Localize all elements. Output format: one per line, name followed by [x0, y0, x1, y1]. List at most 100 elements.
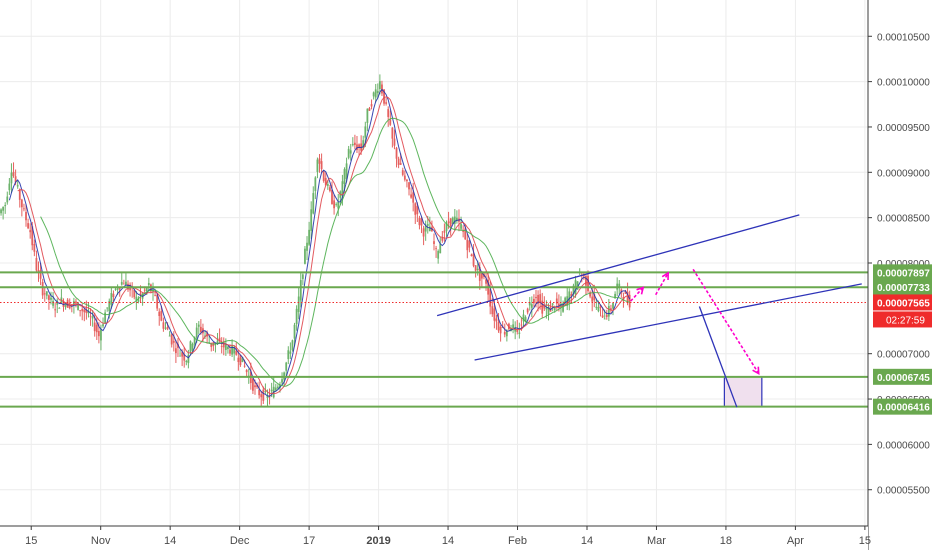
- candle-body: [474, 265, 477, 271]
- candle-body: [547, 306, 550, 315]
- candle-body: [193, 337, 196, 345]
- candle-body: [304, 248, 306, 264]
- level-price-tag-bg: [873, 398, 932, 415]
- candle-body: [289, 351, 292, 354]
- time-axis-panel[interactable]: [0, 526, 868, 550]
- candle-body: [174, 348, 177, 354]
- candle-body: [254, 385, 256, 388]
- last-price-tag-label: 0.00007565: [877, 298, 930, 309]
- candle-body: [537, 294, 539, 304]
- projection-arrow[interactable]: [692, 268, 760, 376]
- candle-body: [27, 223, 30, 229]
- candle-body: [274, 387, 277, 391]
- candle-body: [37, 270, 40, 273]
- candle-body: [403, 175, 406, 180]
- drawing-layer[interactable]: [436, 214, 862, 408]
- level-price-tag-label: 0.00007897: [877, 268, 930, 279]
- candle-body: [597, 307, 600, 312]
- candle-body: [316, 159, 319, 172]
- candle-body: [480, 271, 483, 279]
- candle-body: [329, 187, 331, 191]
- candle-body: [29, 230, 32, 233]
- candle-body: [601, 315, 604, 318]
- candle-body: [114, 288, 117, 290]
- candle-body: [229, 349, 231, 354]
- candle-body: [160, 310, 163, 321]
- candle-body: [406, 179, 408, 182]
- candle-body: [179, 355, 181, 357]
- level-price-tag-bg: [873, 264, 932, 281]
- candle-body: [324, 177, 327, 186]
- candle-body: [341, 181, 344, 196]
- y-tick-label: 0.00008500: [877, 214, 930, 225]
- candle-body: [320, 161, 323, 170]
- target-zone-box: [723, 376, 763, 408]
- candle-body: [420, 218, 423, 226]
- candle-body: [35, 258, 38, 271]
- moving-average-layer: [8, 88, 631, 397]
- candle-body: [266, 395, 269, 398]
- candle-body: [503, 331, 506, 335]
- candle-body: [241, 357, 244, 362]
- candle-body: [439, 243, 442, 254]
- candle-body: [133, 289, 136, 298]
- candle-body: [4, 205, 7, 207]
- arrow-head: [636, 286, 645, 295]
- projection-arrow[interactable]: [654, 271, 670, 296]
- level-price-tag-label: 0.00007733: [877, 283, 930, 294]
- candle-body: [239, 355, 242, 366]
- candle-body: [158, 311, 161, 317]
- candle-body: [618, 283, 621, 288]
- candle-body: [443, 230, 446, 233]
- candle-body: [624, 290, 627, 294]
- projection-arrow[interactable]: [630, 286, 645, 302]
- trend-line[interactable]: [698, 306, 738, 408]
- trend-line[interactable]: [474, 283, 862, 361]
- candle-body: [349, 150, 352, 154]
- candle-body: [79, 310, 82, 312]
- last-price-tag-bg: [873, 294, 932, 311]
- candle-body: [197, 324, 200, 327]
- level-layer: [0, 271, 868, 408]
- candle-body: [497, 321, 500, 331]
- candle-body: [87, 310, 90, 314]
- candle-body: [391, 127, 394, 139]
- candle-body: [295, 308, 298, 325]
- candle-body: [505, 330, 508, 337]
- candle-body: [337, 201, 340, 209]
- y-tick-label: 0.00009000: [877, 168, 930, 179]
- candle-body: [593, 293, 596, 301]
- candle-body: [603, 318, 606, 320]
- moving-average-line-3: [40, 117, 630, 387]
- candle-body: [605, 314, 608, 318]
- candle-body: [541, 300, 544, 314]
- candle-body: [102, 324, 104, 327]
- candle-body: [195, 327, 198, 338]
- y-tick-label: 0.00006000: [877, 440, 930, 451]
- candle-body: [322, 171, 325, 181]
- candle-body: [227, 346, 229, 350]
- candle-body: [260, 394, 263, 398]
- candle-body: [464, 228, 467, 240]
- x-tick-label: 2019: [366, 535, 390, 547]
- candle-body: [20, 199, 23, 208]
- candle-body: [6, 196, 9, 203]
- candle-body: [183, 354, 186, 361]
- candle-body: [354, 142, 356, 146]
- candle-body: [518, 332, 521, 334]
- candle-body: [152, 290, 154, 292]
- candle-body: [522, 314, 525, 322]
- candle-body: [231, 345, 233, 355]
- candle-body: [95, 324, 98, 333]
- candle-body: [591, 296, 594, 302]
- arrow-shaft: [692, 268, 760, 375]
- candle-body: [187, 354, 190, 364]
- candle-body: [8, 183, 11, 191]
- candle-body: [125, 281, 127, 286]
- candle-body: [41, 282, 44, 296]
- candle-body: [33, 244, 36, 252]
- candle-body: [291, 340, 294, 351]
- trend-line[interactable]: [436, 214, 800, 317]
